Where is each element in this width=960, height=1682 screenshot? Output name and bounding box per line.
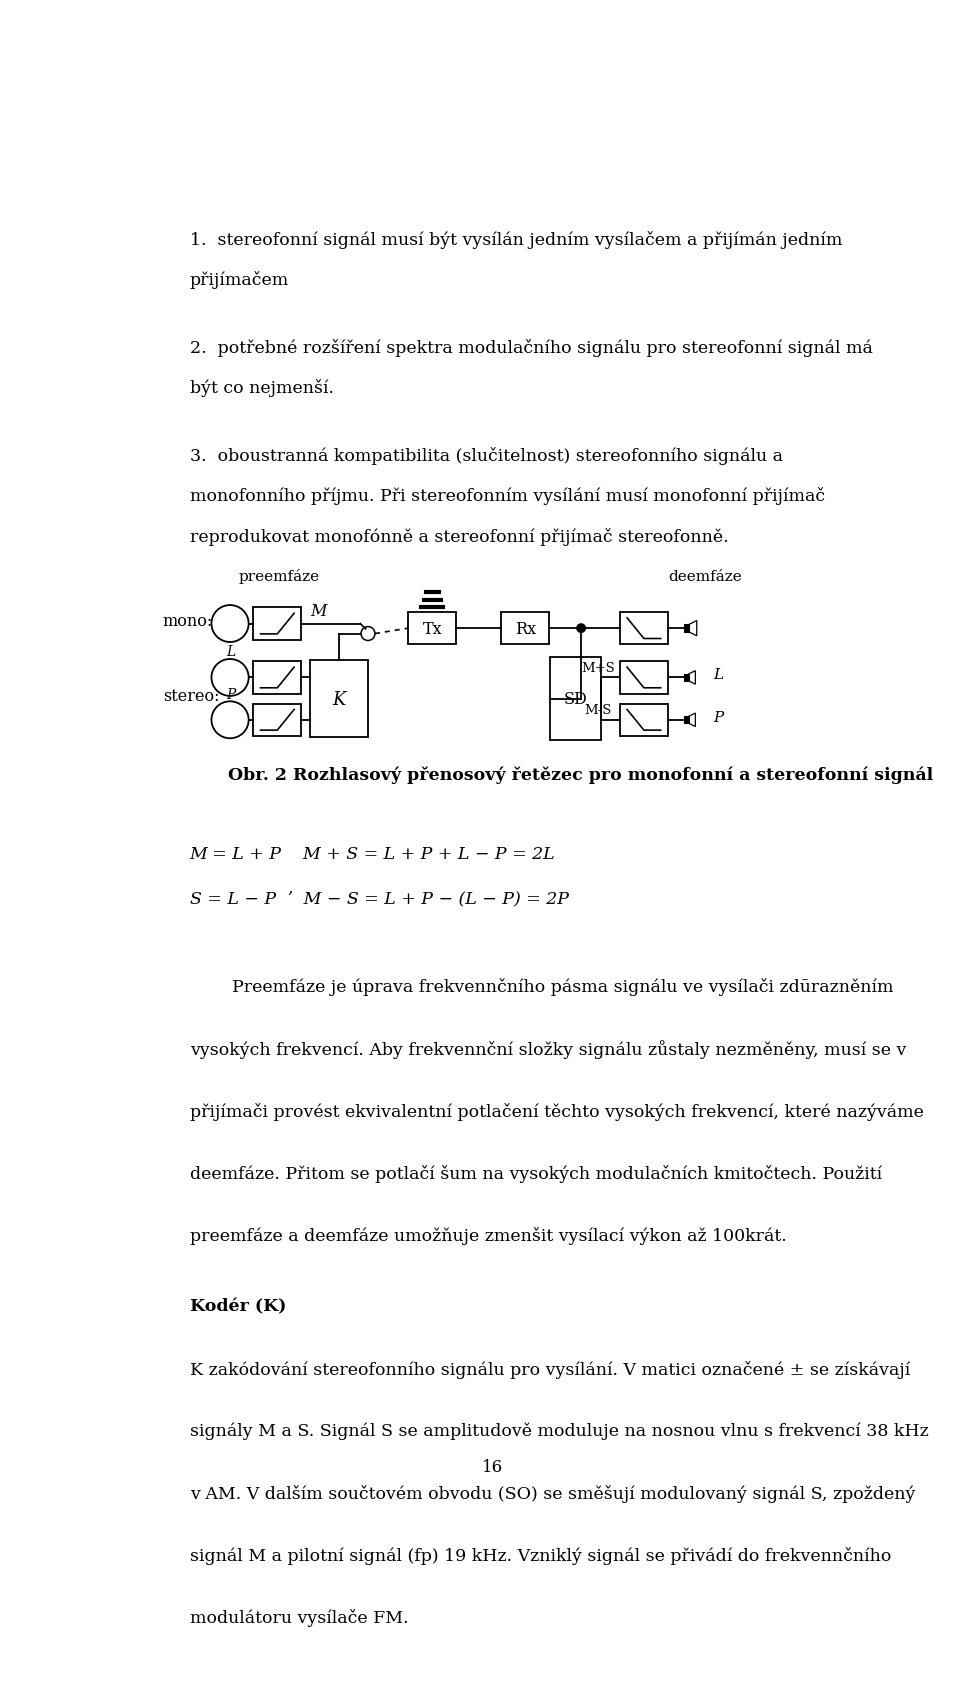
Text: signál M a pilotní signál (fp) 19 kHz. Vzniklý signál se přivádí do frekvennčníh: signál M a pilotní signál (fp) 19 kHz. V… <box>190 1546 891 1564</box>
Bar <box>253 705 301 737</box>
Circle shape <box>577 624 586 632</box>
Text: signály M a S. Signál S se amplitudově moduluje na nosnou vlnu s frekvencí 38 kH: signály M a S. Signál S se amplitudově m… <box>190 1421 928 1440</box>
Text: M = L + P    M + S = L + P + L − P = 2L: M = L + P M + S = L + P + L − P = 2L <box>190 846 556 863</box>
Text: modulátoru vysílače FM.: modulátoru vysílače FM. <box>190 1608 408 1626</box>
Text: 3.  oboustranná kompatibilita (slučitelnost) stereofonního signálu a: 3. oboustranná kompatibilita (slučitelno… <box>190 447 782 466</box>
Text: stereo:: stereo: <box>162 688 219 705</box>
Text: monofonního příjmu. Při stereofonním vysílání musí monofonní přijímač: monofonního příjmu. Při stereofonním vys… <box>190 488 825 505</box>
Text: P: P <box>227 688 235 701</box>
Text: Kodér (K): Kodér (K) <box>190 1299 286 1315</box>
Bar <box>684 717 688 723</box>
Bar <box>310 661 368 738</box>
Bar <box>620 612 668 644</box>
Text: deemfáze. Přitom se potlačí šum na vysokých modulačních kmitočtech. Použití: deemfáze. Přitom se potlačí šum na vysok… <box>190 1164 882 1182</box>
Text: preemfáze a deemfáze umožňuje zmenšit vysílací výkon až 100krát.: preemfáze a deemfáze umožňuje zmenšit vy… <box>190 1226 786 1245</box>
Text: reprodukovat monofónně a stereofonní přijímač stereofonně.: reprodukovat monofónně a stereofonní při… <box>190 526 729 545</box>
Text: mono:: mono: <box>162 612 213 629</box>
Text: preemfáze: preemfáze <box>238 569 320 584</box>
Bar <box>620 705 668 737</box>
Text: Obr. 2 Rozhlasový přenosový řetězec pro monofonní a stereofonní signál: Obr. 2 Rozhlasový přenosový řetězec pro … <box>228 765 934 784</box>
Bar <box>550 658 601 740</box>
Bar <box>684 626 689 632</box>
Text: Preemfáze je úprava frekvennčního pásma signálu ve vysílači zdūrazněním: Preemfáze je úprava frekvennčního pásma … <box>232 977 894 996</box>
Bar <box>620 663 668 695</box>
Text: K: K <box>332 690 346 708</box>
Text: P: P <box>713 710 723 725</box>
Text: přijímači provést ekvivalentní potlačení těchto vysokých frekvencí, které nazývá: přijímači provést ekvivalentní potlačení… <box>190 1102 924 1120</box>
Text: M: M <box>310 602 326 619</box>
Text: SD: SD <box>564 691 588 708</box>
Text: M+S: M+S <box>582 661 615 674</box>
Text: 2.  potřebné rozšíření spektra modulačního signálu pro stereofonní signál má: 2. potřebné rozšíření spektra modulačníh… <box>190 340 873 357</box>
Text: 1.  stereofonní signál musí být vysílán jedním vysílačem a přijímán jedním: 1. stereofonní signál musí být vysílán j… <box>190 230 842 249</box>
Text: L: L <box>713 668 723 681</box>
Text: Tx: Tx <box>422 621 443 637</box>
Bar <box>684 674 688 681</box>
Text: být co nejmenší.: být co nejmenší. <box>190 378 334 397</box>
Text: deemfáze: deemfáze <box>668 570 742 584</box>
Text: v AM. V dalším součtovém obvodu (SO) se směšují modulovaný signál S, zpoždený: v AM. V dalším součtovém obvodu (SO) se … <box>190 1484 915 1502</box>
Text: L: L <box>227 644 235 659</box>
Text: K zakódování stereofonního signálu pro vysílání. V matici označené ± se získávaj: K zakódování stereofonního signálu pro v… <box>190 1361 910 1378</box>
Text: přijímačem: přijímačem <box>190 271 289 289</box>
Bar <box>253 607 301 641</box>
Text: vysokých frekvencí. Aby frekvennční složky signálu zůstaly nezměněny, musí se v: vysokých frekvencí. Aby frekvennční slož… <box>190 1039 906 1058</box>
Text: Rx: Rx <box>515 621 536 637</box>
Text: M-S: M-S <box>585 703 612 717</box>
Text: 16: 16 <box>481 1458 503 1475</box>
Bar <box>253 663 301 695</box>
Text: S = L − P  ʼ  M − S = L + P − (L − P) = 2P: S = L − P ʼ M − S = L + P − (L − P) = 2P <box>190 890 568 907</box>
Bar <box>501 612 549 644</box>
Bar <box>408 612 456 644</box>
